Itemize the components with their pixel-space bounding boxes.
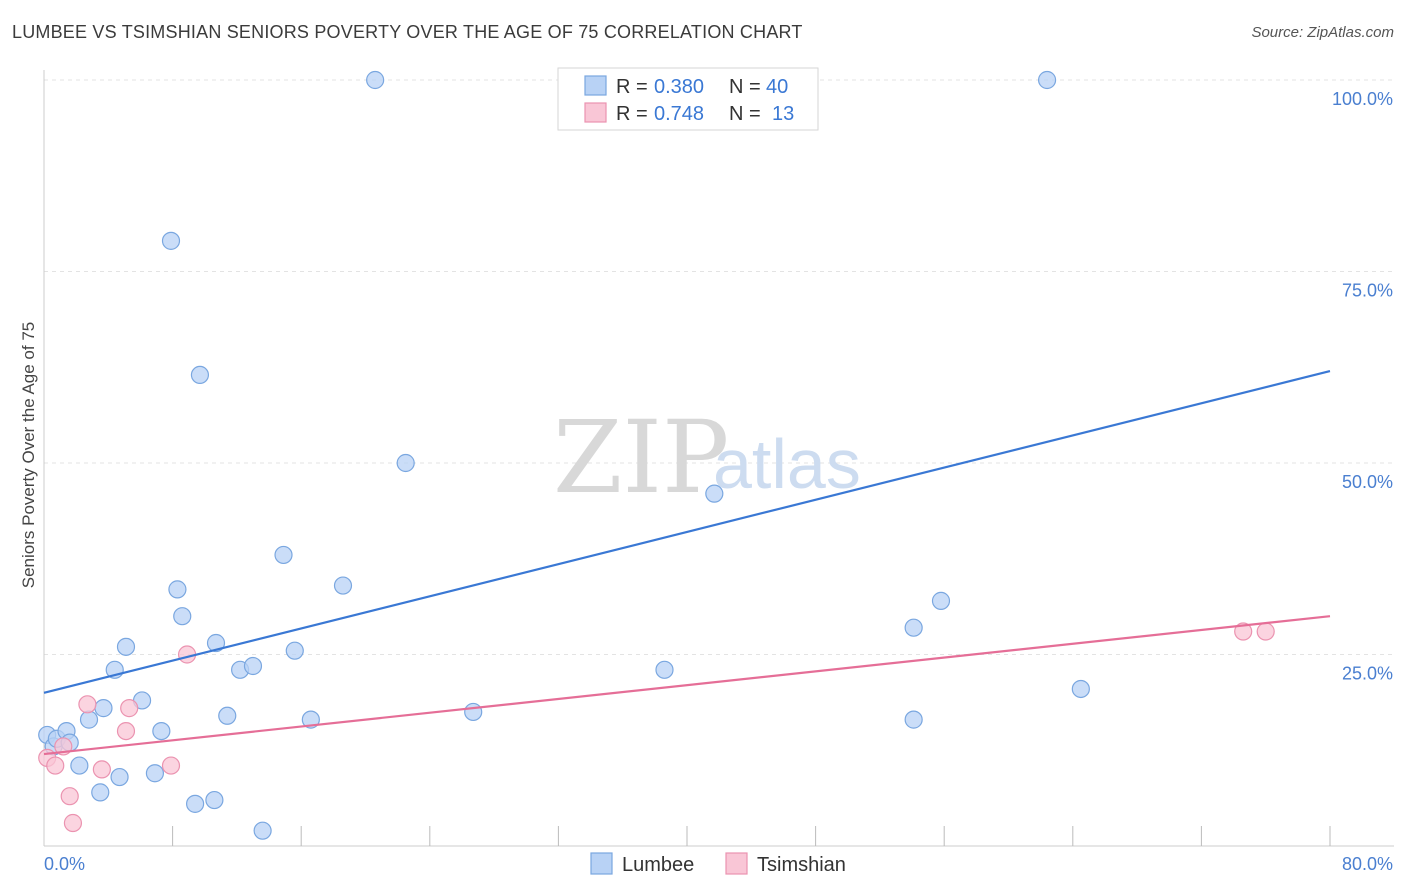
y-tick-labels: 25.0% 50.0% 75.0% 100.0%	[1332, 89, 1393, 684]
chart-title: LUMBEE VS TSIMSHIAN SENIORS POVERTY OVER…	[12, 22, 803, 42]
y-tick-label-50: 50.0%	[1342, 472, 1393, 492]
point-lumbee-20	[205, 790, 224, 810]
point-lumbee-30	[366, 70, 385, 90]
grid-lines	[44, 79, 1394, 655]
point-lumbee-40	[1071, 679, 1090, 699]
axes	[43, 70, 1394, 847]
y-tick-label-75: 75.0%	[1342, 281, 1393, 301]
point-lumbee-10	[110, 767, 129, 787]
series-legend: Lumbee Tsimshian	[590, 852, 846, 876]
point-tsimshian-3	[60, 787, 79, 806]
series-legend-label-tsimshian: Tsimshian	[757, 854, 846, 876]
point-tsimshian-12	[1256, 622, 1275, 641]
point-lumbee-17	[173, 607, 192, 626]
point-lumbee-37	[904, 710, 923, 729]
point-lumbee-21	[206, 633, 226, 653]
point-lumbee-22	[218, 706, 237, 725]
trend-line-tsimshian	[43, 615, 1331, 756]
point-lumbee-25	[253, 821, 272, 840]
y-tick-label-25: 25.0%	[1342, 664, 1393, 684]
x-tick-label-min: 0.0%	[44, 854, 85, 874]
legend-swatch-lumbee	[584, 75, 607, 96]
point-lumbee-39	[1037, 70, 1057, 90]
series-legend-swatch-lumbee	[590, 852, 613, 875]
point-tsimshian-11	[1234, 622, 1253, 641]
legend-n-value-tsimshian: 13	[772, 103, 794, 125]
point-lumbee-5	[70, 756, 89, 775]
point-tsimshian-6	[92, 760, 111, 779]
legend-r-value-lumbee: 0.380	[654, 76, 704, 98]
series-tsimshian-points	[38, 622, 1275, 833]
point-lumbee-36	[904, 618, 923, 637]
point-lumbee-24	[243, 656, 263, 676]
legend-n-value-lumbee: 40	[766, 76, 788, 98]
x-tick-label-max: 80.0%	[1342, 854, 1393, 874]
trend-lines	[43, 370, 1331, 756]
series-legend-label-lumbee: Lumbee	[622, 854, 694, 876]
point-lumbee-11	[116, 637, 136, 656]
point-lumbee-29	[333, 576, 353, 595]
point-lumbee-27	[285, 641, 304, 660]
legend-r-value-tsimshian: 0.748	[654, 103, 704, 125]
point-lumbee-28	[301, 710, 320, 729]
point-tsimshian-1	[46, 756, 65, 775]
point-lumbee-38	[931, 591, 951, 610]
point-lumbee-7	[91, 783, 110, 802]
point-lumbee-14	[152, 721, 171, 741]
x-ticks	[172, 826, 1331, 846]
point-lumbee-35	[705, 484, 724, 503]
point-lumbee-8	[94, 699, 113, 718]
legend-swatch-tsimshian	[584, 102, 607, 123]
point-lumbee-16	[168, 580, 187, 599]
trend-line-lumbee	[43, 370, 1331, 694]
point-lumbee-34	[655, 660, 674, 679]
y-tick-label-100: 100.0%	[1332, 89, 1393, 109]
point-lumbee-18	[186, 794, 205, 813]
legend-n-label-tsimshian: N =	[729, 103, 761, 125]
point-tsimshian-9	[161, 756, 181, 775]
point-tsimshian-5	[78, 695, 97, 714]
watermark-atlas: atlas	[713, 425, 861, 503]
point-tsimshian-8	[120, 699, 139, 718]
stats-legend: R = 0.380 N = 40 R = 0.748 N = 13	[557, 67, 819, 131]
legend-r-label-lumbee: R =	[616, 76, 648, 98]
point-lumbee-31	[396, 453, 415, 473]
watermark-zip: ZIP	[553, 399, 729, 516]
point-tsimshian-7	[116, 721, 136, 741]
point-lumbee-26	[274, 545, 293, 565]
series-legend-swatch-tsimshian	[725, 852, 748, 875]
point-lumbee-6	[79, 710, 99, 729]
point-lumbee-15	[161, 231, 181, 250]
source-credit: Source: ZipAtlas.com	[1251, 24, 1394, 41]
point-lumbee-13	[145, 764, 165, 783]
y-axis-label: Seniors Poverty Over the Age of 75	[19, 322, 38, 588]
watermark: ZIP atlas	[553, 399, 861, 516]
legend-n-label-lumbee: N =	[729, 76, 761, 98]
point-lumbee-19	[190, 365, 210, 385]
legend-r-label-tsimshian: R =	[616, 103, 648, 125]
point-tsimshian-4	[63, 813, 83, 833]
point-lumbee-32	[464, 702, 483, 722]
